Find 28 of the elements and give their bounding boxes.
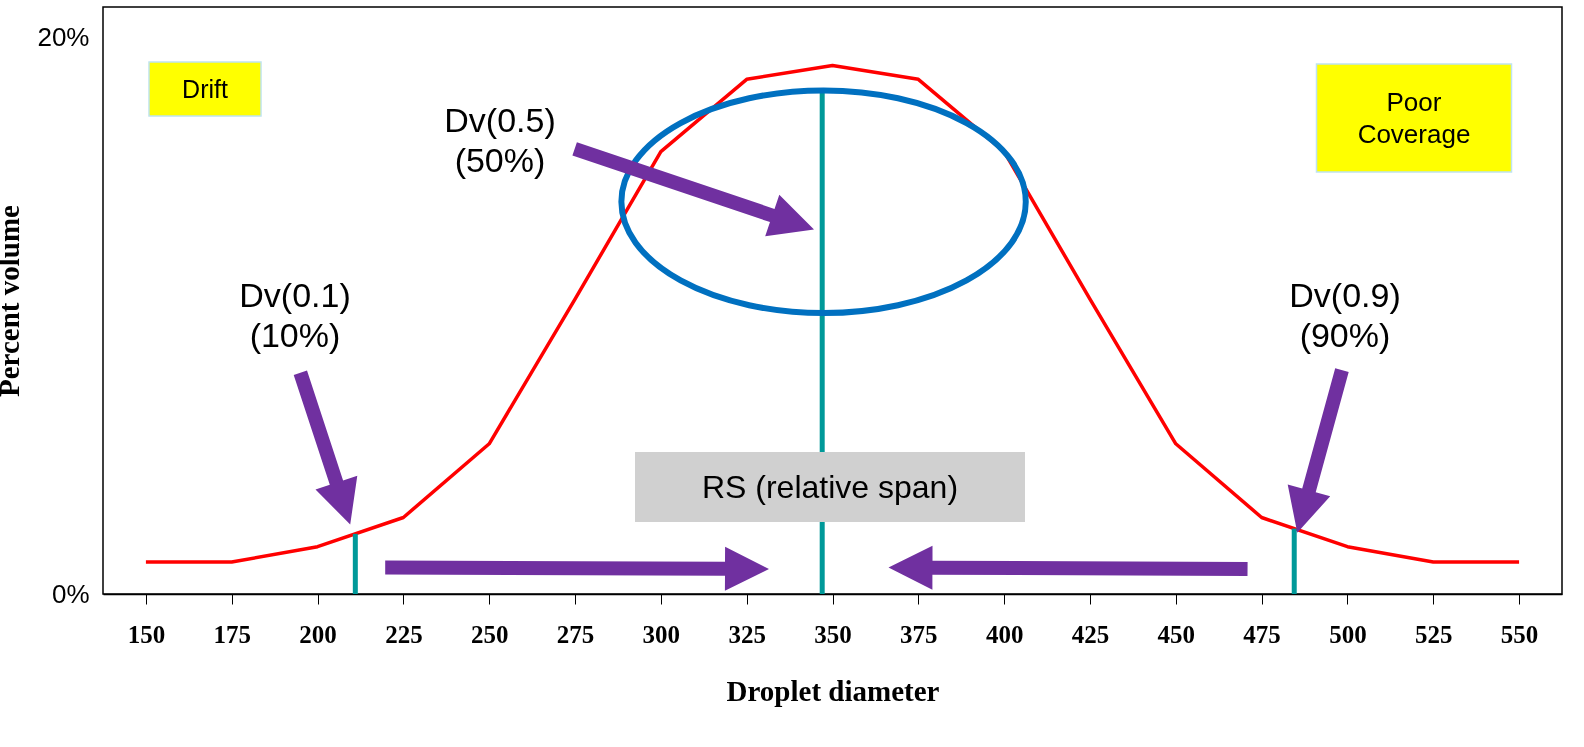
x-tick-label: 325 [728,620,766,648]
x-tick-label: 400 [985,620,1024,648]
x-tick-label: 550 [1500,620,1539,648]
line-series [144,63,1521,564]
x-tick-label: 150 [127,620,166,648]
x-tick-label: 500 [1329,620,1367,648]
x-tick-label: 375 [900,620,938,648]
x-tick-label: 225 [385,620,423,648]
x-axis-title: Droplet diameter [726,674,940,707]
x-tick-label: 350 [814,620,852,648]
x-tick-label: 450 [1157,620,1196,648]
annotation: Dv(0.5) (50%) [444,100,556,180]
x-tick-label: 275 [556,620,595,648]
x-tick-label: 250 [470,620,509,648]
x-tick-label: 300 [642,620,681,648]
x-tick-label: 425 [1071,620,1110,648]
annotation: Dv(0.1) (10%) [239,275,351,355]
annotation: Poor Coverage [1357,87,1471,149]
x-tick-label: 175 [213,620,251,648]
x-tick-label: 200 [299,620,337,648]
y-tick-label: 20% [37,22,90,53]
annotation: Drift [182,75,228,103]
y-tick-label: 0% [51,578,90,609]
annotation: RS (relative span) [701,469,959,505]
x-tick-label: 525 [1415,620,1453,648]
x-tick-label: 475 [1243,620,1281,648]
annotation: Dv(0.9) (90%) [1289,275,1401,355]
y-axis-title: Percent volume [0,204,26,397]
